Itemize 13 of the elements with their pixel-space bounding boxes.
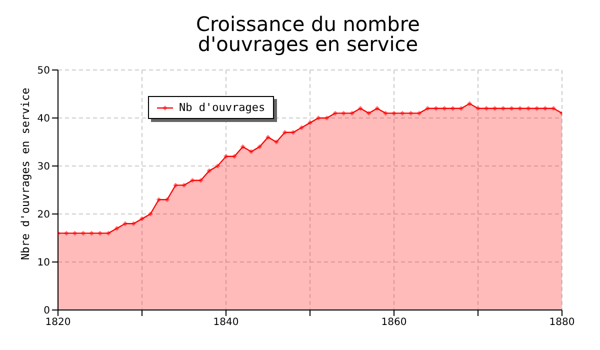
- y-tick-label: 40: [37, 114, 50, 125]
- legend-label: Nb d'ouvrages: [179, 101, 266, 114]
- y-tick-label: 10: [37, 258, 50, 269]
- x-tick-label: 1880: [549, 317, 575, 328]
- y-tick-label: 20: [37, 210, 50, 221]
- y-axis-title: Nbre d'ouvrages en service: [18, 88, 32, 260]
- x-tick-label: 1820: [45, 317, 71, 328]
- y-tick-label: 30: [37, 162, 50, 173]
- y-tick-label: 0: [44, 306, 50, 317]
- chart-title: Croissance du nombre d'ouvrages en service: [195, 12, 421, 56]
- y-tick-label: 50: [37, 66, 50, 77]
- x-tick-label: 1840: [213, 317, 239, 328]
- x-tick-label: 1860: [381, 317, 407, 328]
